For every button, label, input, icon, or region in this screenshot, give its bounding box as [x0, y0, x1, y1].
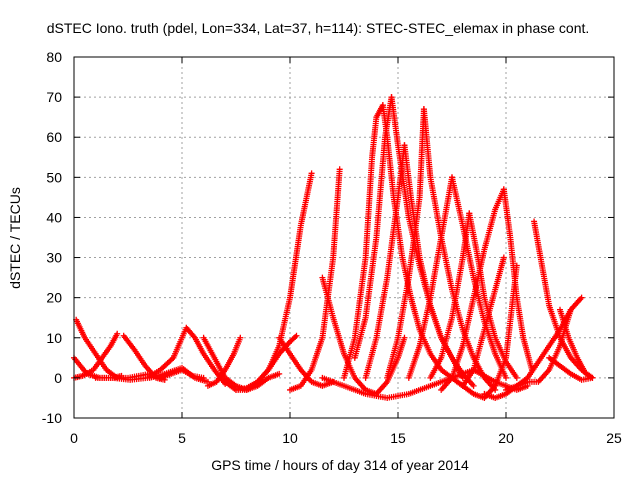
- x-tick-label: 5: [178, 430, 186, 446]
- y-tick-label: 30: [46, 250, 62, 266]
- data-point-marker: [336, 166, 343, 173]
- y-tick-label: 10: [46, 330, 62, 346]
- data-point-marker: [308, 170, 315, 177]
- plot-frame: [73, 56, 615, 419]
- data-point-marker: [459, 374, 466, 381]
- data-point-marker: [500, 254, 507, 261]
- data-point-marker: [200, 374, 207, 381]
- data-point-marker: [470, 382, 477, 389]
- y-tick-label: 50: [46, 169, 62, 185]
- y-tick-label: -10: [42, 410, 62, 426]
- series-15: [341, 102, 386, 381]
- series-36: [557, 306, 596, 381]
- y-axis-label: dSTEC / TECUs: [7, 187, 23, 289]
- series-28: [438, 186, 507, 393]
- chart-title: dSTEC Iono. truth (pdel, Lon=334, Lat=37…: [47, 20, 590, 36]
- data-point-marker: [589, 374, 596, 381]
- series-9: [204, 334, 244, 389]
- data-points: [71, 94, 596, 401]
- data-point-marker: [114, 330, 121, 337]
- y-tick-label: 80: [46, 49, 62, 65]
- data-point-marker: [578, 294, 585, 301]
- series-30: [459, 254, 507, 389]
- data-point-marker: [503, 374, 509, 381]
- series-7: [157, 366, 207, 381]
- data-point-marker: [513, 374, 520, 381]
- axis-ticks: 0 5 10 15 20 25 -10 0 10 20 30 40 50 60 70 80: [42, 49, 622, 446]
- y-tick-label: 0: [54, 370, 62, 386]
- x-tick-label: 15: [390, 430, 406, 446]
- data-point-marker: [513, 262, 520, 269]
- series-3: [71, 330, 121, 381]
- x-tick-label: 10: [282, 430, 298, 446]
- y-tick-label: 60: [46, 129, 62, 145]
- data-point-marker: [237, 334, 244, 341]
- y-tick-label: 40: [46, 209, 62, 225]
- series-14: [319, 274, 408, 397]
- data-point-marker: [293, 332, 300, 339]
- data-point-marker: [292, 333, 299, 340]
- x-tick-label: 25: [606, 430, 622, 446]
- series-35: [546, 354, 596, 383]
- series-34: [503, 306, 574, 393]
- series-23: [420, 106, 499, 393]
- data-point-marker: [401, 334, 408, 341]
- series-24: [405, 174, 455, 381]
- x-tick-label: 20: [498, 430, 514, 446]
- y-tick-label: 70: [46, 89, 62, 105]
- x-axis-label: GPS time / hours of day 314 of year 2014: [211, 457, 469, 473]
- x-tick-label: 0: [70, 430, 78, 446]
- data-point-marker: [276, 370, 283, 377]
- data-point-marker: [567, 306, 574, 313]
- series-26: [427, 210, 473, 381]
- y-tick-label: 20: [46, 290, 62, 306]
